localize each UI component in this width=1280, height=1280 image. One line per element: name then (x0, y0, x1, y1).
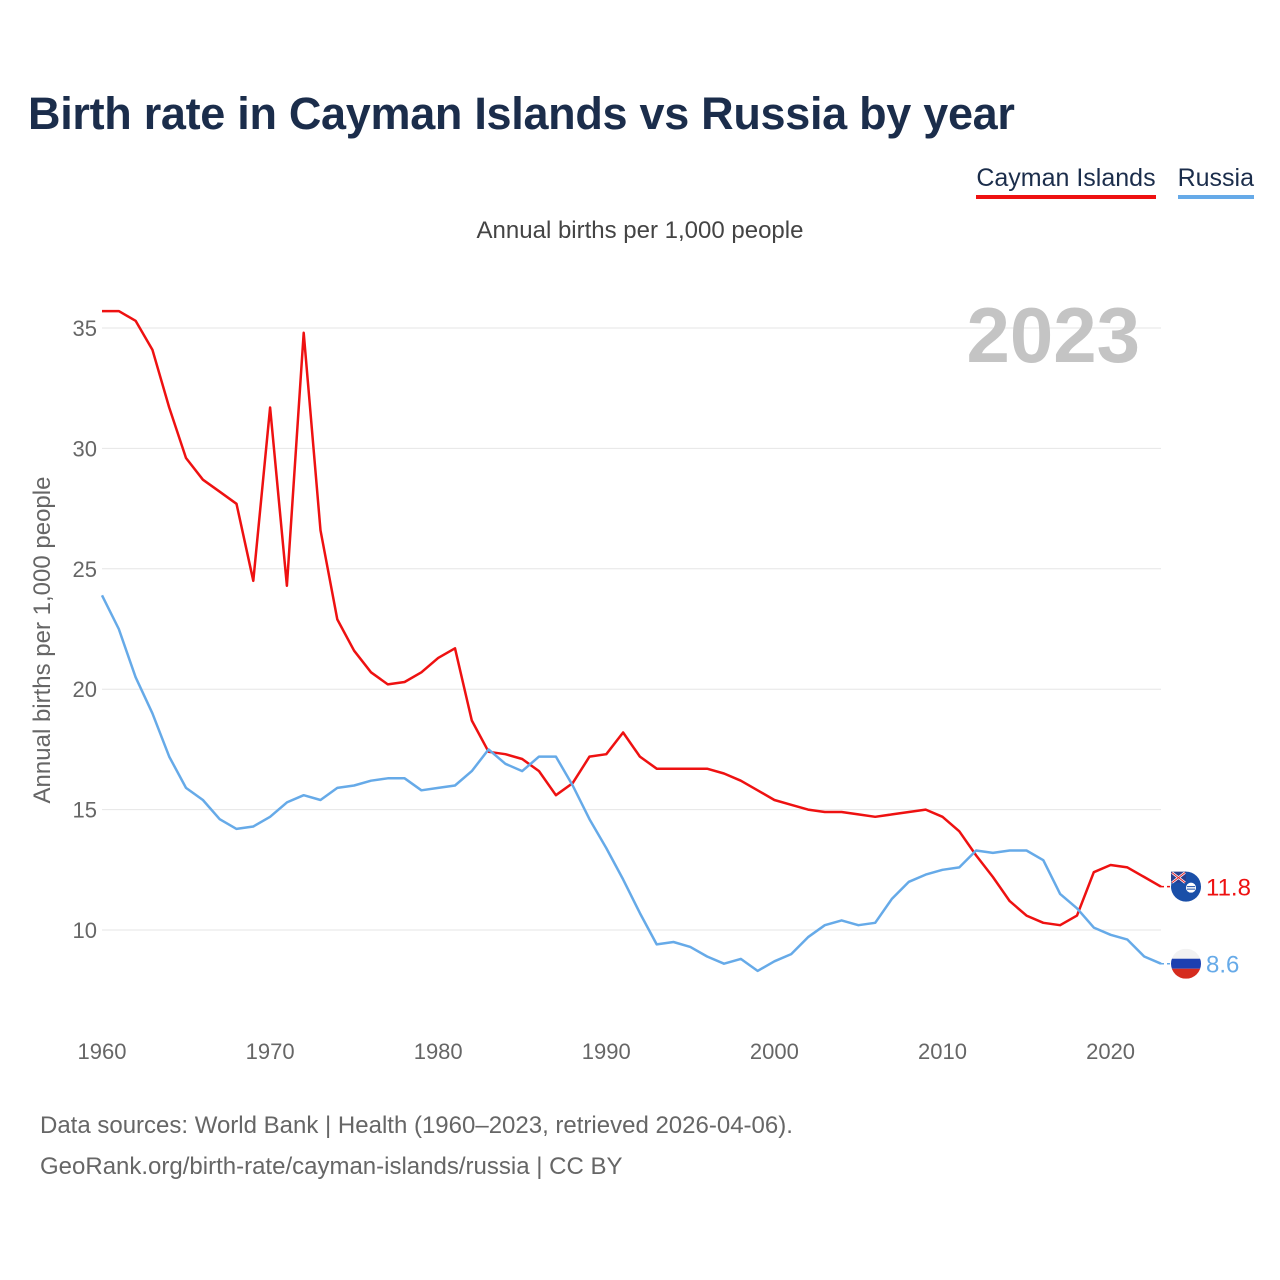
x-tick-label: 1960 (78, 1039, 127, 1064)
end-value-russia: 8.6 (1206, 952, 1239, 979)
y-tick-label: 35 (73, 316, 97, 341)
year-watermark: 2023 (966, 291, 1140, 379)
y-tick-label: 15 (73, 798, 97, 823)
series-line-russia[interactable] (100, 594, 1162, 973)
end-markers: 11.8 8.6 (1171, 871, 1251, 979)
y-tick-label: 10 (73, 918, 97, 943)
x-tick-label: 2000 (750, 1039, 799, 1064)
source-note: Data sources: World Bank | Health (1960–… (40, 1105, 793, 1187)
x-tick-label: 2020 (1086, 1039, 1135, 1064)
cayman-islands-flag-icon (1171, 871, 1201, 902)
x-tick-label: 1970 (246, 1039, 295, 1064)
x-tick-label: 1980 (414, 1039, 463, 1064)
chart-subtitle: Annual births per 1,000 people (476, 217, 804, 244)
x-tick-label: 2010 (918, 1039, 967, 1064)
series-line-cayman-islands[interactable] (102, 309, 1162, 927)
russia-flag-icon (1171, 948, 1201, 979)
series-lines (100, 309, 1171, 973)
x-axis-ticks: 1960 1970 1980 1990 2000 2010 2020 (78, 1039, 1136, 1064)
gridlines (102, 327, 1161, 931)
y-tick-label: 30 (73, 436, 97, 461)
y-tick-label: 20 (73, 677, 97, 702)
end-value-cayman-islands: 11.8 (1206, 875, 1251, 902)
x-tick-label: 1990 (582, 1039, 631, 1064)
source-line-2[interactable]: GeoRank.org/birth-rate/cayman-islands/ru… (40, 1153, 623, 1180)
source-line-1: Data sources: World Bank | Health (1960–… (40, 1112, 793, 1139)
legend: Cayman Islands Russia (976, 164, 1254, 199)
y-axis-label: Annual births per 1,000 people (29, 477, 56, 804)
chart-title: Birth rate in Cayman Islands vs Russia b… (28, 88, 1015, 139)
y-tick-label: 25 (73, 557, 97, 582)
legend-item-russia[interactable]: Russia (1177, 164, 1254, 199)
legend-item-cayman-islands[interactable]: Cayman Islands (976, 164, 1156, 199)
y-axis-ticks: 10 15 20 25 30 35 (73, 316, 97, 943)
